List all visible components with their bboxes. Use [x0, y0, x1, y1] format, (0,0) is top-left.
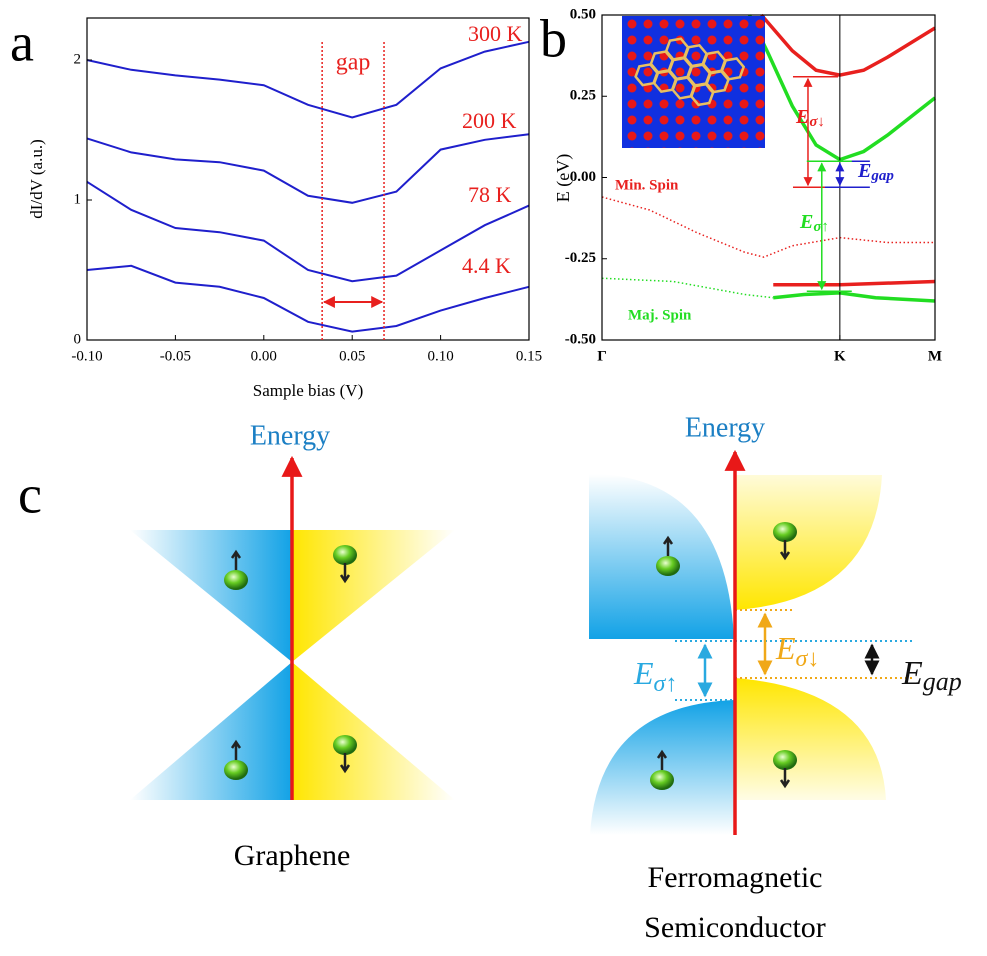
spin-label: Min. Spin — [615, 177, 679, 193]
caption: Ferromagnetic — [648, 861, 823, 894]
annotation: gap — [336, 50, 371, 76]
y-tick-label: 2 — [74, 51, 82, 67]
series-line — [87, 42, 529, 118]
caption: Semiconductor — [644, 911, 826, 944]
y-tick-label: 0.50 — [570, 6, 596, 22]
x-tick-label: -0.10 — [71, 348, 102, 364]
symbol: E — [795, 106, 809, 128]
series-label: 300 K — [468, 21, 523, 46]
graphene-diagram: Energy Graphene — [130, 420, 455, 871]
subscript: σ↑ — [654, 671, 678, 697]
subscript: σ↓ — [796, 646, 820, 672]
x-tick-label: 0.15 — [516, 348, 542, 364]
series-line — [773, 293, 935, 301]
cone — [292, 662, 455, 800]
symbol: E — [901, 655, 923, 692]
line-chart: -0.10 -0.05 0.00 0.05 0.10 0.15 0 1 2 gap 300 K 200… — [27, 18, 542, 400]
band — [589, 474, 734, 639]
energy-label: Eσ↑ — [799, 211, 829, 236]
x-tick-label: -0.05 — [160, 348, 191, 364]
energy-label: Egap — [901, 655, 962, 696]
panel-letter: b — [540, 8, 567, 68]
cone — [130, 662, 292, 800]
figure: a b c Energy Graphene Energy Eσ↑ Eσ↓ Ega… — [0, 0, 987, 956]
y-tick-label: -0.50 — [565, 331, 596, 347]
x-axis-label: Sample bias (V) — [253, 381, 363, 400]
series-line — [773, 282, 935, 285]
symbol: E — [799, 211, 813, 233]
spin-label: Maj. Spin — [628, 307, 692, 323]
y-tick-label: 0.00 — [570, 169, 596, 185]
series-label: 4.4 K — [462, 253, 511, 278]
subscript: σ↑ — [813, 219, 829, 235]
x-tick-label: 0.00 — [251, 348, 277, 364]
symbol: E — [775, 630, 796, 666]
panel-letter: a — [10, 12, 34, 72]
axis-label: Energy — [685, 412, 765, 443]
x-tick-label: Γ — [597, 348, 607, 364]
x-tick-label: 0.05 — [339, 348, 365, 364]
y-axis-label: dI/dV (a.u.) — [27, 139, 46, 218]
series-label: 200 K — [462, 108, 517, 133]
line-chart: Γ K M 0.50 0.25 0.00 -0.25 -0.50 Min. Spin Maj. S… — [553, 6, 942, 364]
x-tick-label: K — [834, 348, 846, 364]
symbol: E — [857, 160, 871, 182]
band — [735, 475, 882, 610]
cone — [130, 530, 292, 662]
symbol: E — [633, 655, 654, 691]
series-line — [602, 197, 935, 257]
series-line — [602, 278, 773, 298]
axis-label: Energy — [250, 420, 330, 451]
plot-frame — [87, 18, 529, 340]
cone — [292, 530, 455, 662]
energy-label: Eσ↓ — [795, 106, 825, 131]
caption: Graphene — [234, 839, 351, 872]
semiconductor-diagram: Energy Eσ↑ Eσ↓ Egap Ferromagnetic Semico… — [589, 412, 962, 943]
series-line — [87, 134, 529, 203]
y-tick-label: -0.25 — [565, 250, 596, 266]
subscript: gap — [870, 168, 894, 184]
x-tick-label: 0.10 — [427, 348, 453, 364]
y-axis-label: E (eV) — [553, 154, 574, 202]
energy-label: Eσ↑ — [633, 655, 677, 696]
subscript: gap — [923, 667, 962, 696]
series-line — [761, 15, 935, 75]
y-tick-label: 0.25 — [570, 88, 596, 104]
y-tick-label: 0 — [74, 331, 82, 347]
panel-letter: c — [18, 464, 42, 524]
series-line — [749, 15, 935, 160]
series-label: 78 K — [468, 182, 512, 207]
energy-label: Eσ↓ — [775, 630, 819, 671]
subscript: σ↓ — [809, 114, 825, 130]
energy-label: Egap — [857, 160, 894, 185]
band — [735, 678, 886, 800]
y-tick-label: 1 — [74, 191, 82, 207]
x-tick-label: M — [928, 348, 942, 364]
